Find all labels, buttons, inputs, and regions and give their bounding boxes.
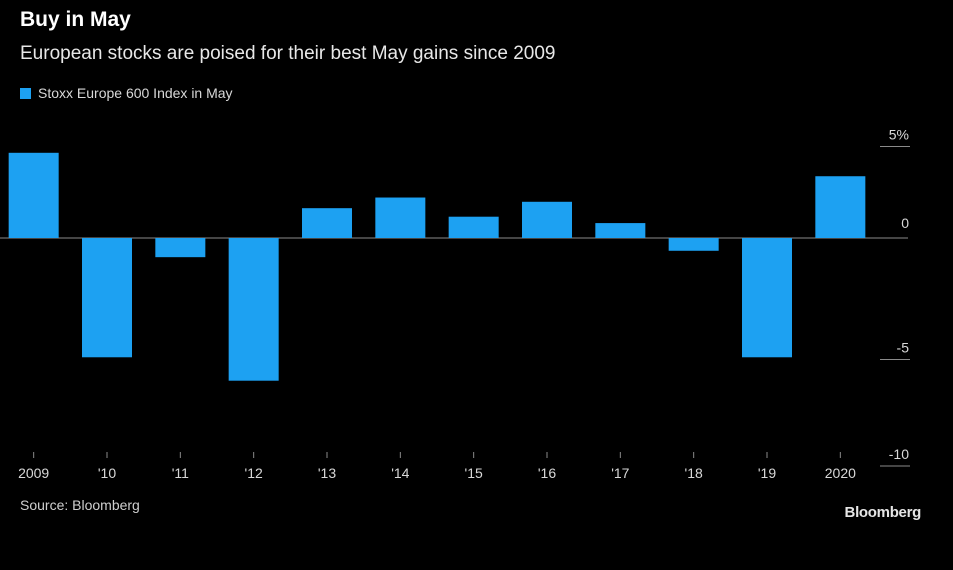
- chart-title: Buy in May: [20, 8, 131, 31]
- x-tick-label: '16: [538, 465, 556, 481]
- bar-5: [375, 197, 426, 238]
- legend-swatch: [20, 87, 31, 99]
- bar-0: [8, 152, 59, 238]
- x-tick-label: '10: [98, 465, 116, 481]
- y-tick-label: -5: [897, 340, 910, 356]
- x-tick-label: '15: [465, 465, 483, 481]
- x-tick-label: 2020: [825, 465, 856, 481]
- bar-11: [815, 176, 866, 238]
- bar-7: [522, 201, 572, 238]
- y-tick-label: 0: [901, 215, 909, 231]
- x-tick-label: '17: [611, 465, 629, 481]
- x-tick-label: '14: [391, 465, 409, 481]
- x-tick-label: 2009: [18, 465, 49, 481]
- bar-2: [155, 238, 206, 258]
- source-note: Source: Bloomberg: [20, 497, 140, 513]
- x-tick-label: '11: [172, 465, 189, 481]
- bar-1: [82, 238, 132, 358]
- chart-subtitle: European stocks are poised for their bes…: [20, 43, 556, 64]
- bloomberg-logo: Bloomberg: [844, 504, 922, 521]
- x-tick-label: '18: [685, 465, 703, 481]
- bar-4: [302, 208, 352, 238]
- legend-label: Stoxx Europe 600 Index in May: [38, 85, 233, 101]
- x-tick-label: '19: [758, 465, 776, 481]
- bar-10: [742, 238, 792, 358]
- bar-8: [595, 223, 646, 238]
- bar-6: [448, 216, 499, 238]
- y-tick-label: -10: [889, 446, 909, 462]
- x-tick-label: '12: [245, 465, 263, 481]
- legend: Stoxx Europe 600 Index in May: [20, 85, 233, 101]
- x-tick-label: '13: [318, 465, 336, 481]
- bar-9: [668, 238, 719, 251]
- y-tick-label: 5%: [889, 127, 909, 143]
- bar-3: [228, 238, 279, 381]
